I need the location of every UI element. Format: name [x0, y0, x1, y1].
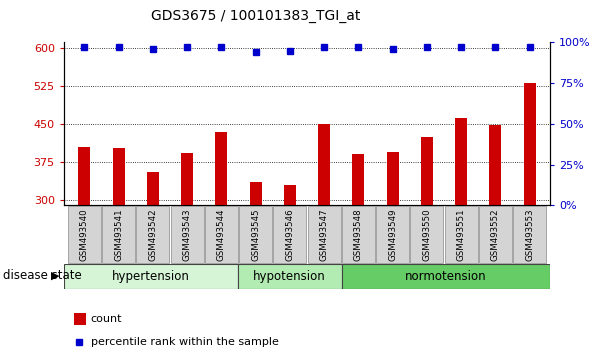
Bar: [342, 264, 550, 289]
Bar: [181, 153, 193, 205]
Text: normotension: normotension: [405, 270, 487, 282]
Text: GDS3675 / 100101383_TGI_at: GDS3675 / 100101383_TGI_at: [151, 9, 360, 23]
FancyBboxPatch shape: [410, 206, 443, 263]
FancyBboxPatch shape: [513, 206, 546, 263]
FancyBboxPatch shape: [102, 206, 135, 263]
Bar: [215, 132, 227, 205]
FancyBboxPatch shape: [205, 206, 238, 263]
Text: GSM493553: GSM493553: [525, 208, 534, 261]
Bar: [78, 147, 91, 205]
Bar: [353, 154, 364, 205]
Text: disease state: disease state: [3, 269, 82, 282]
Text: GSM493549: GSM493549: [388, 208, 397, 261]
FancyBboxPatch shape: [239, 206, 272, 263]
Text: GSM493542: GSM493542: [148, 208, 157, 261]
Text: GSM493550: GSM493550: [423, 208, 432, 261]
Bar: [523, 83, 536, 205]
FancyBboxPatch shape: [342, 206, 375, 263]
FancyBboxPatch shape: [171, 206, 204, 263]
Bar: [284, 185, 296, 205]
Text: percentile rank within the sample: percentile rank within the sample: [91, 337, 278, 348]
Text: GSM493541: GSM493541: [114, 208, 123, 261]
FancyBboxPatch shape: [308, 206, 340, 263]
Bar: [64, 264, 238, 289]
Bar: [387, 152, 399, 205]
FancyBboxPatch shape: [274, 206, 306, 263]
Text: GSM493552: GSM493552: [491, 208, 500, 261]
Bar: [238, 264, 342, 289]
Text: GSM493547: GSM493547: [320, 208, 329, 261]
Text: ▶: ▶: [50, 270, 59, 280]
Text: GSM493551: GSM493551: [457, 208, 466, 261]
Bar: [74, 313, 86, 325]
FancyBboxPatch shape: [136, 206, 170, 263]
Bar: [455, 118, 467, 205]
Bar: [147, 172, 159, 205]
Text: GSM493545: GSM493545: [251, 208, 260, 261]
Text: GSM493543: GSM493543: [182, 208, 192, 261]
FancyBboxPatch shape: [376, 206, 409, 263]
Bar: [489, 125, 502, 205]
Bar: [112, 148, 125, 205]
Text: GSM493546: GSM493546: [285, 208, 294, 261]
Text: GSM493540: GSM493540: [80, 208, 89, 261]
Bar: [421, 137, 433, 205]
Bar: [318, 124, 330, 205]
Text: GSM493548: GSM493548: [354, 208, 363, 261]
FancyBboxPatch shape: [479, 206, 512, 263]
Text: GSM493544: GSM493544: [217, 208, 226, 261]
Text: hypotension: hypotension: [254, 270, 326, 282]
FancyBboxPatch shape: [444, 206, 478, 263]
Bar: [250, 182, 261, 205]
Text: hypertension: hypertension: [112, 270, 190, 282]
FancyBboxPatch shape: [68, 206, 101, 263]
Text: count: count: [91, 314, 122, 324]
